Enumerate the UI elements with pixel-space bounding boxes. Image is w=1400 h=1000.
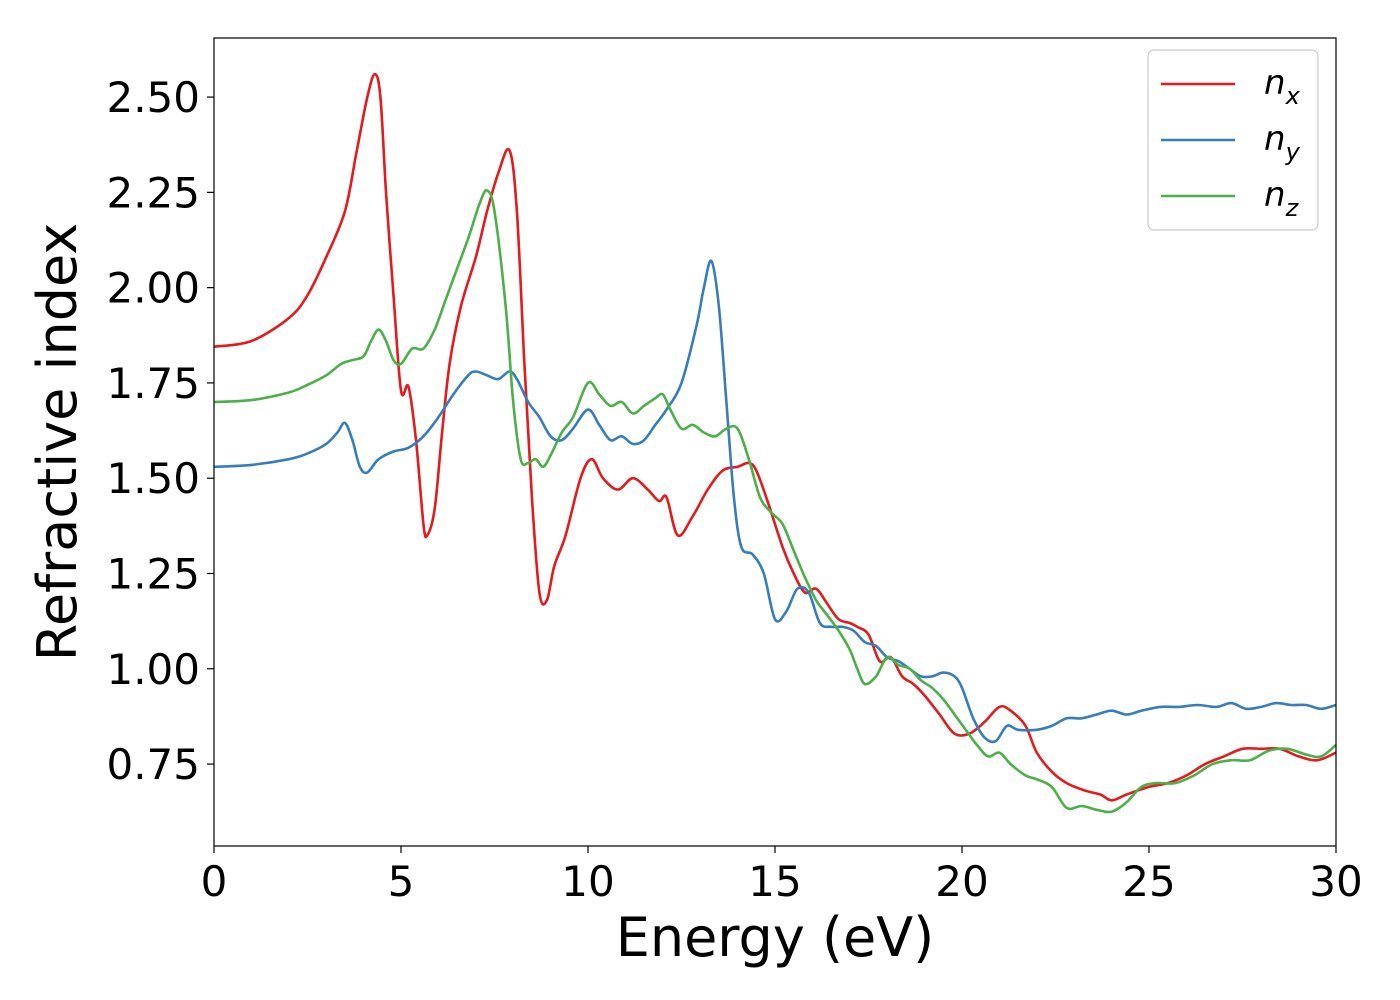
y-tick-label: 1.50	[106, 454, 200, 503]
x-tick-label: 0	[201, 857, 228, 906]
y-tick-label: 2.50	[106, 73, 200, 122]
series-layer	[213, 72, 1337, 814]
y-axis-label: Refractive index	[26, 223, 89, 662]
y-tick-label: 1.00	[106, 645, 200, 694]
x-tick-label: 5	[388, 857, 415, 906]
y-tick-label: 2.25	[106, 168, 200, 217]
series-line-nz	[213, 189, 1337, 814]
x-axis-ticks: 0 5 10 15 20 25 30	[201, 846, 1363, 906]
x-tick-label: 10	[561, 857, 614, 906]
x-tick-label: 30	[1309, 857, 1362, 906]
y-tick-label: 2.00	[106, 264, 200, 313]
x-tick-label: 20	[935, 857, 988, 906]
x-tick-label: 15	[748, 857, 801, 906]
y-tick-label: 0.75	[106, 740, 200, 789]
x-axis-label: Energy (eV)	[616, 906, 935, 969]
y-tick-label: 1.25	[106, 549, 200, 598]
y-axis-ticks: 0.75 1.00 1.25 1.50 1.75 2.00 2.25 2.50	[106, 73, 214, 789]
series-line-nx	[213, 72, 1337, 802]
series-line-ny	[213, 259, 1337, 744]
x-tick-label: 25	[1122, 857, 1175, 906]
y-tick-label: 1.75	[106, 359, 200, 408]
